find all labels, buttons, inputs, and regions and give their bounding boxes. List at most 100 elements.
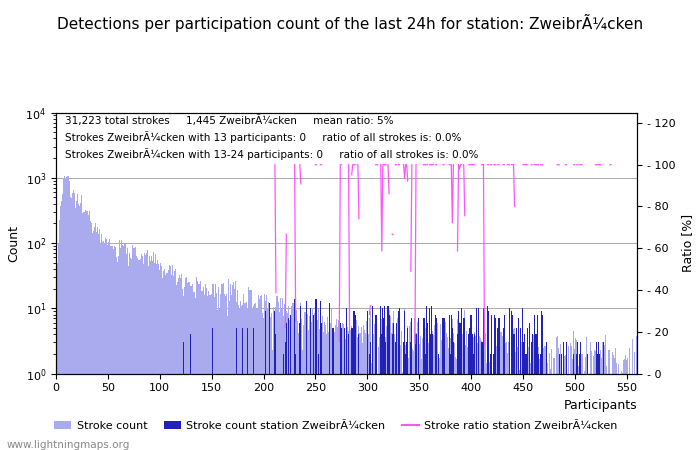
Bar bbox=[522, 344, 524, 450]
Bar bbox=[146, 253, 147, 450]
Bar bbox=[154, 264, 155, 450]
Bar bbox=[339, 374, 340, 450]
Bar bbox=[468, 334, 470, 450]
Bar bbox=[233, 282, 234, 450]
Bar bbox=[414, 374, 416, 450]
Bar bbox=[378, 347, 379, 450]
Bar bbox=[349, 327, 350, 450]
Bar bbox=[505, 343, 506, 450]
Bar bbox=[483, 353, 484, 450]
Bar bbox=[431, 306, 432, 450]
Bar bbox=[342, 323, 343, 450]
Bar bbox=[183, 342, 184, 450]
Bar bbox=[253, 304, 255, 450]
Bar bbox=[76, 201, 77, 450]
Bar bbox=[59, 220, 60, 450]
Bar bbox=[460, 374, 461, 450]
Bar bbox=[199, 281, 201, 450]
Bar bbox=[587, 354, 588, 450]
Bar bbox=[335, 319, 337, 450]
Bar bbox=[320, 301, 321, 450]
Bar bbox=[561, 356, 562, 450]
Bar bbox=[351, 327, 352, 450]
Bar bbox=[77, 194, 78, 450]
Bar bbox=[598, 374, 599, 450]
Bar bbox=[73, 190, 74, 450]
Bar bbox=[265, 302, 266, 450]
Bar bbox=[318, 354, 319, 450]
Bar bbox=[603, 374, 604, 450]
Bar bbox=[376, 315, 377, 450]
Bar bbox=[234, 289, 235, 450]
Bar bbox=[426, 306, 427, 450]
Bar bbox=[538, 354, 539, 450]
Bar bbox=[68, 176, 69, 450]
Bar bbox=[119, 239, 120, 450]
Bar bbox=[431, 323, 432, 450]
Bar bbox=[229, 301, 230, 450]
Bar bbox=[75, 208, 76, 450]
Bar bbox=[123, 246, 124, 450]
Bar bbox=[632, 339, 634, 450]
Bar bbox=[293, 303, 294, 450]
Bar bbox=[404, 309, 405, 450]
Bar bbox=[298, 333, 300, 450]
Bar bbox=[494, 315, 496, 450]
Bar bbox=[428, 343, 429, 450]
Bar bbox=[593, 356, 594, 450]
Bar bbox=[323, 332, 324, 450]
Bar bbox=[459, 322, 460, 450]
Bar bbox=[507, 353, 508, 450]
Bar bbox=[292, 303, 293, 450]
Bar bbox=[130, 258, 131, 450]
Bar bbox=[285, 300, 286, 450]
Bar bbox=[518, 341, 519, 450]
Bar bbox=[351, 328, 352, 450]
Bar bbox=[480, 338, 481, 450]
Bar bbox=[270, 317, 272, 450]
Bar bbox=[435, 315, 436, 450]
Bar bbox=[117, 262, 118, 450]
Bar bbox=[543, 348, 544, 450]
Bar bbox=[430, 334, 431, 450]
Bar bbox=[400, 345, 401, 450]
Bar bbox=[442, 318, 444, 450]
Bar bbox=[537, 315, 538, 450]
Bar bbox=[136, 256, 137, 450]
Bar bbox=[496, 346, 498, 450]
Bar bbox=[524, 334, 526, 450]
Bar bbox=[356, 320, 358, 450]
Bar bbox=[231, 295, 232, 450]
Bar bbox=[398, 311, 399, 450]
Bar bbox=[548, 374, 550, 450]
Bar bbox=[490, 354, 491, 450]
Bar bbox=[70, 198, 71, 450]
Bar bbox=[284, 304, 285, 450]
Bar bbox=[375, 315, 376, 450]
Bar bbox=[283, 354, 284, 450]
Bar bbox=[313, 315, 314, 450]
Bar bbox=[245, 303, 246, 450]
Bar bbox=[288, 318, 289, 450]
Bar bbox=[371, 363, 372, 450]
Bar bbox=[159, 270, 160, 450]
Bar bbox=[464, 318, 466, 450]
Bar bbox=[494, 354, 496, 450]
Bar bbox=[184, 287, 186, 450]
Bar bbox=[626, 360, 627, 450]
Bar bbox=[332, 328, 333, 450]
Bar bbox=[285, 342, 286, 450]
Bar bbox=[265, 311, 266, 450]
Bar bbox=[296, 310, 297, 450]
Legend: Stroke count, Stroke count station ZweibrÃ¼cken, Stroke ratio station ZweibrÃ¼ck: Stroke count, Stroke count station Zweib… bbox=[50, 417, 622, 436]
Bar bbox=[145, 374, 146, 450]
Bar bbox=[484, 374, 485, 450]
Bar bbox=[183, 296, 184, 450]
Bar bbox=[459, 323, 460, 450]
Bar bbox=[249, 290, 251, 450]
Bar bbox=[72, 193, 73, 450]
Bar bbox=[294, 299, 295, 450]
Bar bbox=[283, 316, 284, 450]
Bar bbox=[393, 333, 395, 450]
Bar bbox=[118, 256, 119, 450]
